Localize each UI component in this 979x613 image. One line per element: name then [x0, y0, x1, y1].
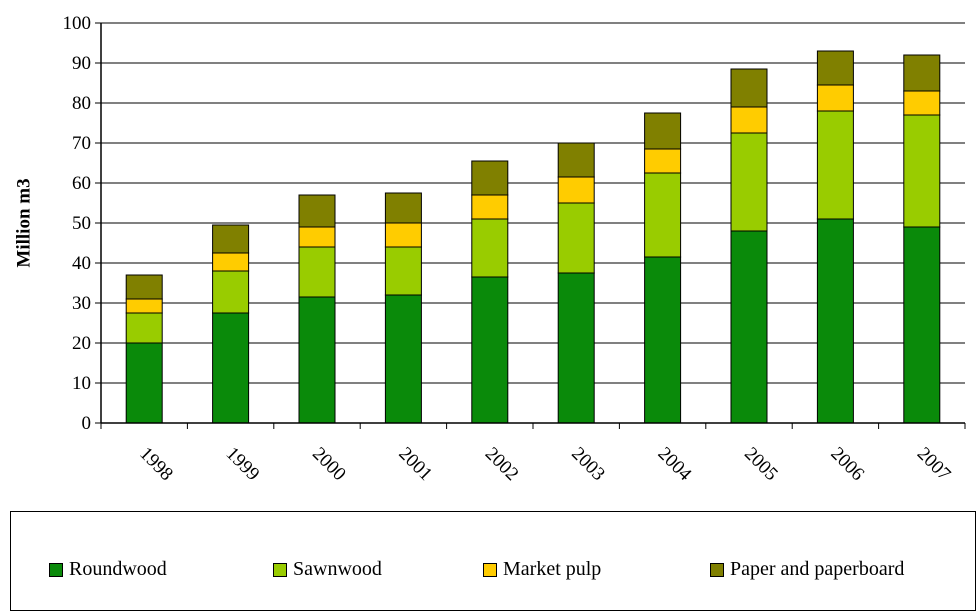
- legend-item-roundwood: Roundwood: [49, 558, 167, 581]
- x-tick-label: 2007: [913, 443, 955, 485]
- bar-segment-market-pulp: [212, 252, 250, 272]
- bar-segment-sawnwood: [125, 312, 163, 344]
- legend-swatch-paper-and-paperboard: [710, 562, 724, 577]
- legend-swatch-sawnwood: [273, 562, 287, 577]
- bar-segment-roundwood: [384, 294, 422, 424]
- bar-segment-market-pulp: [903, 90, 941, 116]
- x-tick-label: 2002: [481, 443, 523, 485]
- y-tick-label: 70: [72, 133, 91, 154]
- bar-segment-sawnwood: [212, 270, 250, 314]
- bar-segment-sawnwood: [730, 132, 768, 232]
- legend-item-sawnwood: Sawnwood: [273, 558, 382, 581]
- x-tick-label: 2005: [740, 443, 782, 485]
- chart: 0 10 20 30 40 50 60 70 80 90 100 1998 1999 2000 2001 2…: [13, 13, 966, 485]
- bar-segment-roundwood: [903, 226, 941, 424]
- axes: [95, 22, 966, 429]
- bar-segment-sawnwood: [903, 114, 941, 228]
- bar-segment-roundwood: [298, 296, 336, 424]
- y-tick-label: 50: [72, 213, 91, 234]
- y-tick-label: 30: [72, 293, 91, 314]
- legend-item-paper-and-paperboard: Paper and paperboard: [710, 558, 904, 581]
- bar-segment-paper-and-paperboard: [557, 142, 595, 178]
- bar-segment-paper-and-paperboard: [298, 194, 336, 228]
- bar-segment-sawnwood: [557, 202, 595, 274]
- bar-segment-roundwood: [816, 218, 854, 424]
- x-tick-label: 2006: [826, 443, 868, 485]
- legend-label-market-pulp: Market pulp: [503, 558, 602, 580]
- y-tick-label: 60: [72, 173, 91, 194]
- bar-segment-market-pulp: [644, 148, 682, 174]
- x-tick-label: 2000: [308, 443, 350, 485]
- x-tick-labels: 1998 1999 2000 2001 2002 2003 2004 2005 2006 2007: [135, 443, 954, 485]
- y-axis-title: Million m3: [13, 178, 34, 267]
- legend-label-roundwood: Roundwood: [69, 558, 167, 580]
- legend-label-sawnwood: Sawnwood: [293, 558, 382, 580]
- bar-segment-roundwood: [644, 256, 682, 424]
- bar-segment-market-pulp: [557, 176, 595, 204]
- y-tick-label: 20: [72, 333, 91, 354]
- bar-segment-paper-and-paperboard: [644, 112, 682, 150]
- y-tick-label: 0: [82, 413, 92, 434]
- bar-segment-sawnwood: [471, 218, 509, 278]
- y-tick-label: 90: [72, 53, 91, 74]
- bar-segment-roundwood: [471, 276, 509, 424]
- y-tick-label: 10: [72, 373, 91, 394]
- bar-segment-market-pulp: [125, 298, 163, 314]
- legend-swatch-roundwood: [49, 562, 63, 577]
- bar-segment-paper-and-paperboard: [212, 224, 250, 254]
- bars: [125, 50, 941, 424]
- x-tick-label: 2004: [654, 443, 696, 485]
- x-tick-label: 1999: [222, 443, 264, 485]
- bar-segment-roundwood: [212, 312, 250, 424]
- y-tick-labels: 0 10 20 30 40 50 60 70 80 90 100: [63, 13, 92, 434]
- bar-segment-paper-and-paperboard: [471, 160, 509, 196]
- x-tick-label: 2003: [567, 443, 609, 485]
- bar-segment-market-pulp: [730, 106, 768, 134]
- legend-item-market-pulp: Market pulp: [483, 558, 601, 581]
- bar-segment-market-pulp: [298, 226, 336, 248]
- bar-segment-sawnwood: [298, 246, 336, 298]
- bar-segment-paper-and-paperboard: [125, 274, 163, 300]
- legend: Roundwood Sawnwood Market pulp Paper and…: [10, 511, 976, 611]
- bar-segment-paper-and-paperboard: [730, 68, 768, 108]
- bar-segment-market-pulp: [471, 194, 509, 220]
- bar-segment-sawnwood: [384, 246, 422, 296]
- bar-segment-paper-and-paperboard: [384, 192, 422, 224]
- x-tick-label: 1998: [135, 443, 177, 485]
- bar-segment-market-pulp: [384, 222, 422, 248]
- bar-segment-paper-and-paperboard: [816, 50, 854, 86]
- bar-segment-roundwood: [730, 230, 768, 424]
- bar-segment-sawnwood: [816, 110, 854, 220]
- legend-label-paper-and-paperboard: Paper and paperboard: [730, 558, 905, 580]
- bar-segment-roundwood: [125, 342, 163, 424]
- y-tick-label: 40: [72, 253, 91, 274]
- y-tick-label: 100: [63, 13, 92, 34]
- y-tick-label: 80: [72, 93, 91, 114]
- bar-segment-sawnwood: [644, 172, 682, 258]
- bar-segment-roundwood: [557, 272, 595, 424]
- bar-segment-market-pulp: [816, 84, 854, 112]
- bar-segment-paper-and-paperboard: [903, 54, 941, 92]
- legend-swatch-market-pulp: [483, 562, 497, 577]
- x-tick-label: 2001: [394, 443, 436, 485]
